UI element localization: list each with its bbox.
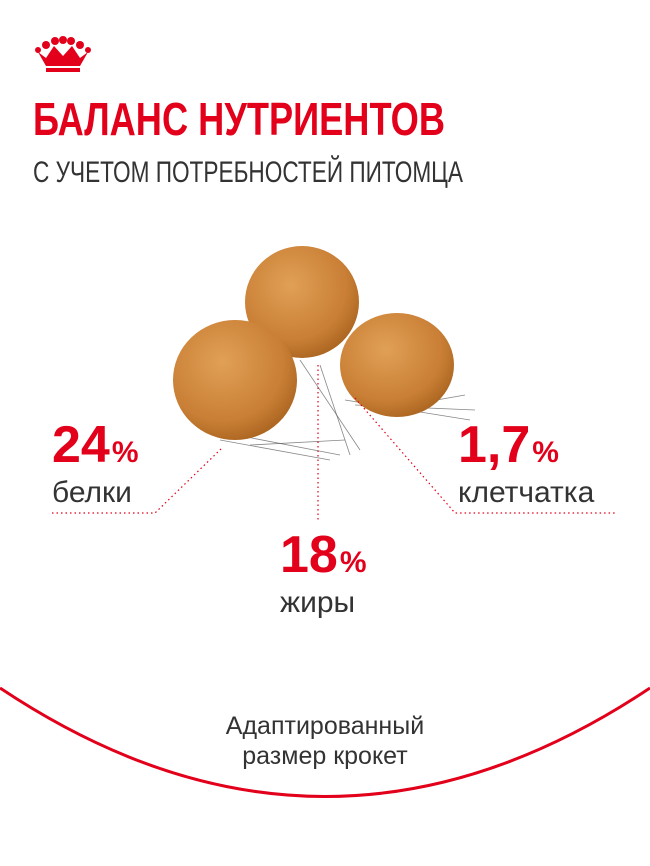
kibbles	[173, 246, 454, 440]
nutrient-label: белки	[52, 476, 132, 509]
logo	[35, 36, 91, 72]
value: 1,7	[458, 416, 530, 474]
footer-line: размер крокет	[242, 742, 408, 770]
unit: %	[112, 436, 139, 469]
nutrient-value: 24%	[52, 416, 139, 474]
value: 18	[280, 526, 338, 584]
unit: %	[532, 436, 559, 469]
value: 24	[52, 416, 110, 474]
unit: %	[340, 546, 367, 579]
nutrient-label: клетчатка	[458, 476, 595, 509]
arc	[0, 686, 650, 798]
leader-line	[354, 397, 615, 514]
subtitle: С УЧЕТОМ ПОТРЕБНОСТЕЙ ПИТОМЦА	[33, 155, 463, 189]
nutrient-value: 1,7%	[458, 416, 559, 474]
nutrient-value: 18%	[280, 526, 367, 584]
footer-line: Адаптированный	[226, 712, 424, 740]
title: БАЛАНС НУТРИЕНТОВ	[33, 93, 445, 145]
nutrient-label: жиры	[280, 586, 355, 619]
